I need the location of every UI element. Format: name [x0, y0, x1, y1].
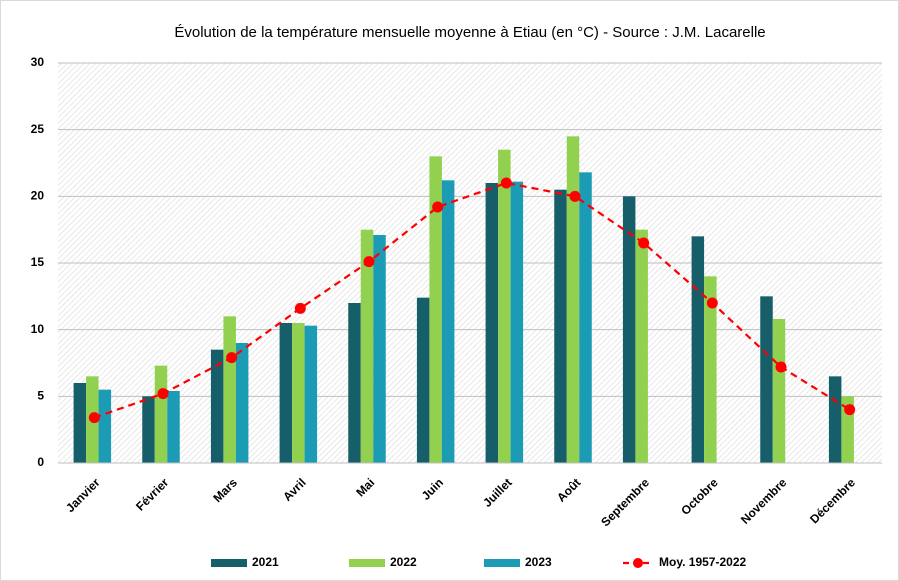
- bar: [566, 136, 580, 464]
- bar: [73, 383, 87, 463]
- bar: [498, 149, 511, 463]
- y-tick-label: 15: [31, 255, 45, 269]
- y-tick-label: 0: [37, 455, 44, 469]
- bar: [348, 303, 361, 463]
- y-tick-label: 30: [31, 55, 45, 69]
- line-point: [226, 352, 238, 364]
- bar: [210, 349, 224, 463]
- line-point: [363, 256, 375, 268]
- y-tick-label: 10: [31, 322, 45, 336]
- bar: [235, 343, 249, 463]
- line-point: [88, 412, 100, 424]
- bar: [223, 316, 236, 463]
- bar: [704, 276, 717, 463]
- line-point: [569, 190, 581, 202]
- bar: [154, 365, 168, 463]
- legend-swatch: [211, 559, 247, 567]
- bar: [416, 297, 430, 463]
- y-tick-label: 25: [31, 122, 45, 136]
- bar: [828, 376, 842, 463]
- bar: [760, 296, 773, 463]
- legend-label: 2021: [252, 555, 279, 569]
- line-point: [706, 297, 718, 309]
- line-point: [500, 177, 512, 189]
- y-tick-label: 5: [37, 389, 44, 403]
- bar: [167, 391, 180, 463]
- bar: [691, 236, 705, 463]
- bar: [772, 319, 786, 463]
- legend-swatch: [484, 559, 520, 567]
- line-point: [157, 388, 169, 400]
- bar: [510, 181, 524, 463]
- bar: [373, 235, 386, 463]
- bar: [292, 323, 305, 463]
- bar: [554, 189, 567, 463]
- bar: [360, 229, 374, 463]
- bar: [429, 156, 442, 464]
- line-point: [775, 361, 787, 373]
- legend-label: 2023: [525, 555, 552, 569]
- line: [93, 181, 851, 419]
- bar: [579, 172, 592, 464]
- line-point: [844, 404, 856, 416]
- bar: [485, 183, 499, 463]
- bar: [304, 325, 318, 463]
- line-point: [638, 237, 650, 249]
- bar: [635, 229, 648, 463]
- chart-title: Évolution de la température mensuelle mo…: [174, 24, 765, 41]
- legend-swatch: [349, 559, 385, 567]
- legend-label: 2022: [390, 555, 417, 569]
- bar: [142, 396, 155, 463]
- bar: [279, 323, 293, 463]
- legend-label: Moy. 1957-2022: [659, 555, 746, 569]
- legend-point: [633, 558, 643, 568]
- line-point: [294, 302, 306, 314]
- bar: [98, 389, 112, 463]
- y-tick-label: 20: [31, 189, 45, 203]
- bar: [622, 196, 636, 464]
- bar: [441, 180, 455, 464]
- line-point: [432, 201, 444, 213]
